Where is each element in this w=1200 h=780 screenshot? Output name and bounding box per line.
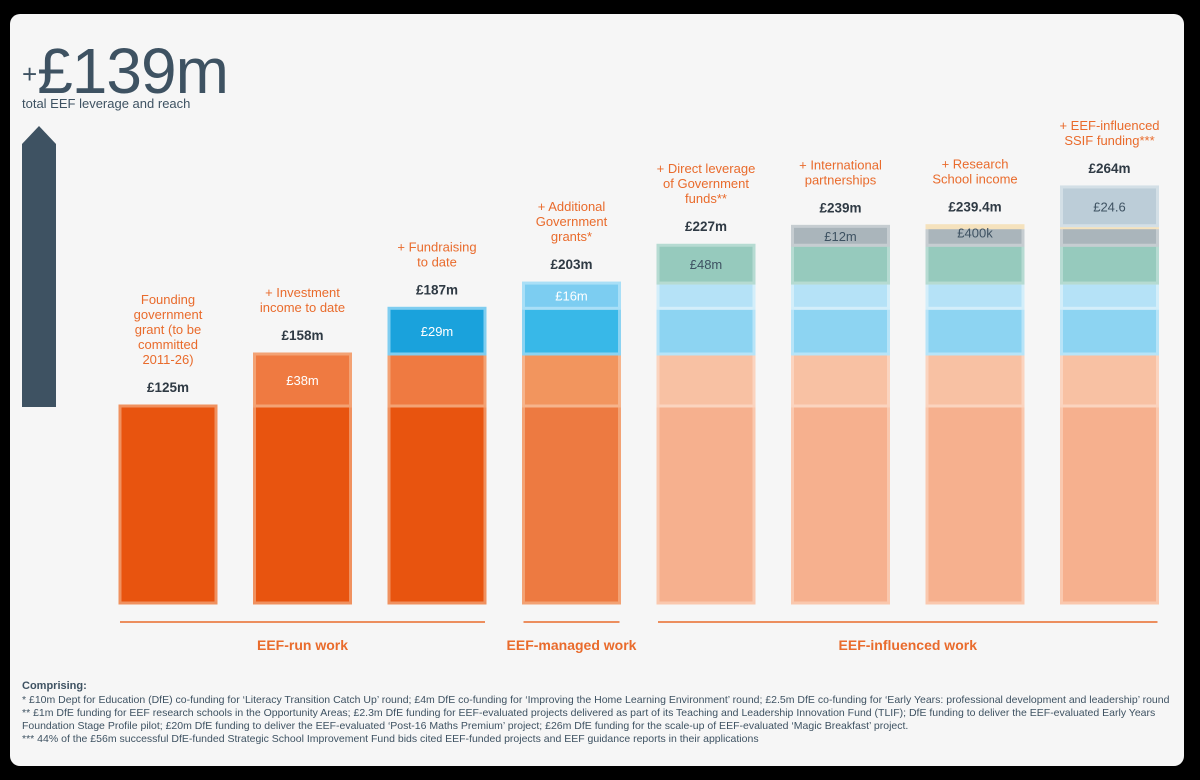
bar-7-segment-4 (925, 281, 1025, 310)
bar-3-segment-1 (387, 404, 487, 605)
bar-3-total-label: £187m (416, 282, 458, 297)
bar-7-segment-1 (925, 404, 1025, 605)
bar-7-segment-5 (925, 243, 1025, 285)
bar-6-increment-label: £12m (824, 229, 857, 244)
bar-5-segment-4 (656, 281, 756, 310)
bar-8-increment-label: £24.6 (1093, 199, 1126, 214)
bar-2-segment-1 (253, 404, 352, 605)
bar-8-segment-4 (1060, 281, 1159, 310)
bar-4-segment-2 (522, 352, 621, 408)
bar-6-category-label: + International partnerships (799, 157, 882, 187)
bar-7-increment-label: £400k (957, 226, 993, 241)
bar-2-category-label: + Investment income to date (260, 285, 345, 315)
bar-4-increment-label: £16m (555, 289, 588, 304)
bar-1-total-label: £125m (147, 380, 189, 395)
bar-6-segment-3 (791, 306, 890, 356)
headline: +£139m (22, 34, 229, 108)
bar-7-category-label: + Research School income (932, 157, 1017, 187)
bar-6-segment-6 (791, 224, 890, 247)
infographic-card: +£139m total EEF leverage and reach £125… (10, 14, 1184, 766)
bar-4-segment-4 (522, 281, 621, 310)
bar-7-segment-2 (925, 352, 1025, 408)
headline-value: £139m (37, 35, 229, 107)
bar-8-total-label: £264m (1088, 161, 1130, 176)
bar-6-segment-2 (791, 352, 890, 408)
bar-4-segment-1 (522, 404, 621, 605)
total-leverage-arrow (22, 126, 56, 407)
bar-2-segment-2 (253, 352, 352, 408)
bar-5-increment-label: £48m (690, 257, 723, 272)
footnote-1: * £10m Dept for Education (DfE) co-fundi… (22, 694, 1170, 706)
bar-5-segment-2 (656, 352, 756, 408)
group-2-label: EEF-managed work (507, 637, 637, 653)
bar-2-total-label: £158m (281, 328, 323, 343)
bar-6-total-label: £239m (819, 200, 861, 215)
footnote-2: ** £1m DfE funding for EEF research scho… (22, 707, 1156, 732)
bar-3-increment-label: £29m (421, 324, 454, 339)
bar-5-category-label: + Direct leverage of Government funds** (657, 161, 756, 206)
bar-5-segment-1 (656, 404, 756, 605)
headline-plus: + (22, 59, 38, 89)
bar-3-segment-3 (387, 306, 487, 356)
bar-4-category-label: + Additional Government grants* (536, 199, 608, 244)
bar-3-category-label: + Fundraising to date (397, 239, 476, 269)
stacked-bar-chart: £125m Founding government grant (to be commi… (22, 118, 1160, 653)
footnote-3: *** 44% of the £56m successful DfE-funde… (22, 733, 759, 745)
bar-6-segment-5 (791, 243, 890, 285)
footnotes-heading: Comprising: (22, 680, 87, 692)
headline-subtitle: total EEF leverage and reach (22, 96, 191, 111)
bar-1-segment-1 (118, 404, 218, 605)
bar-8-segment-3 (1060, 306, 1159, 356)
bar-8-segment-8 (1060, 185, 1159, 228)
bar-3-segment-2 (387, 352, 487, 408)
bar-5-segment-5 (656, 243, 756, 285)
bar-2-increment-label: £38m (286, 373, 319, 388)
bar-7-segment-7 (925, 224, 1025, 230)
bar-1-category-label: Founding government grant (to be committed 2… (134, 292, 203, 367)
bar-4-segment-3 (522, 306, 621, 356)
bar-7-total-label: £239.4m (948, 200, 1001, 215)
bar-6-segment-4 (791, 281, 890, 310)
group-3-label: EEF-influenced work (839, 637, 978, 653)
bar-6-segment-1 (791, 404, 890, 605)
bar-8-segment-5 (1060, 243, 1159, 285)
footnotes: Comprising: * £10m Dept for Education (D… (22, 680, 1172, 746)
bar-5-segment-3 (656, 306, 756, 356)
bar-4-total-label: £203m (550, 257, 592, 272)
bar-8-segment-1 (1060, 404, 1159, 605)
bar-8-segment-2 (1060, 352, 1159, 408)
bar-8-category-label: + EEF-influenced SSIF funding*** (1059, 118, 1159, 148)
group-1-label: EEF-run work (257, 637, 348, 653)
bar-7-segment-3 (925, 306, 1025, 356)
bar-5-total-label: £227m (685, 219, 727, 234)
